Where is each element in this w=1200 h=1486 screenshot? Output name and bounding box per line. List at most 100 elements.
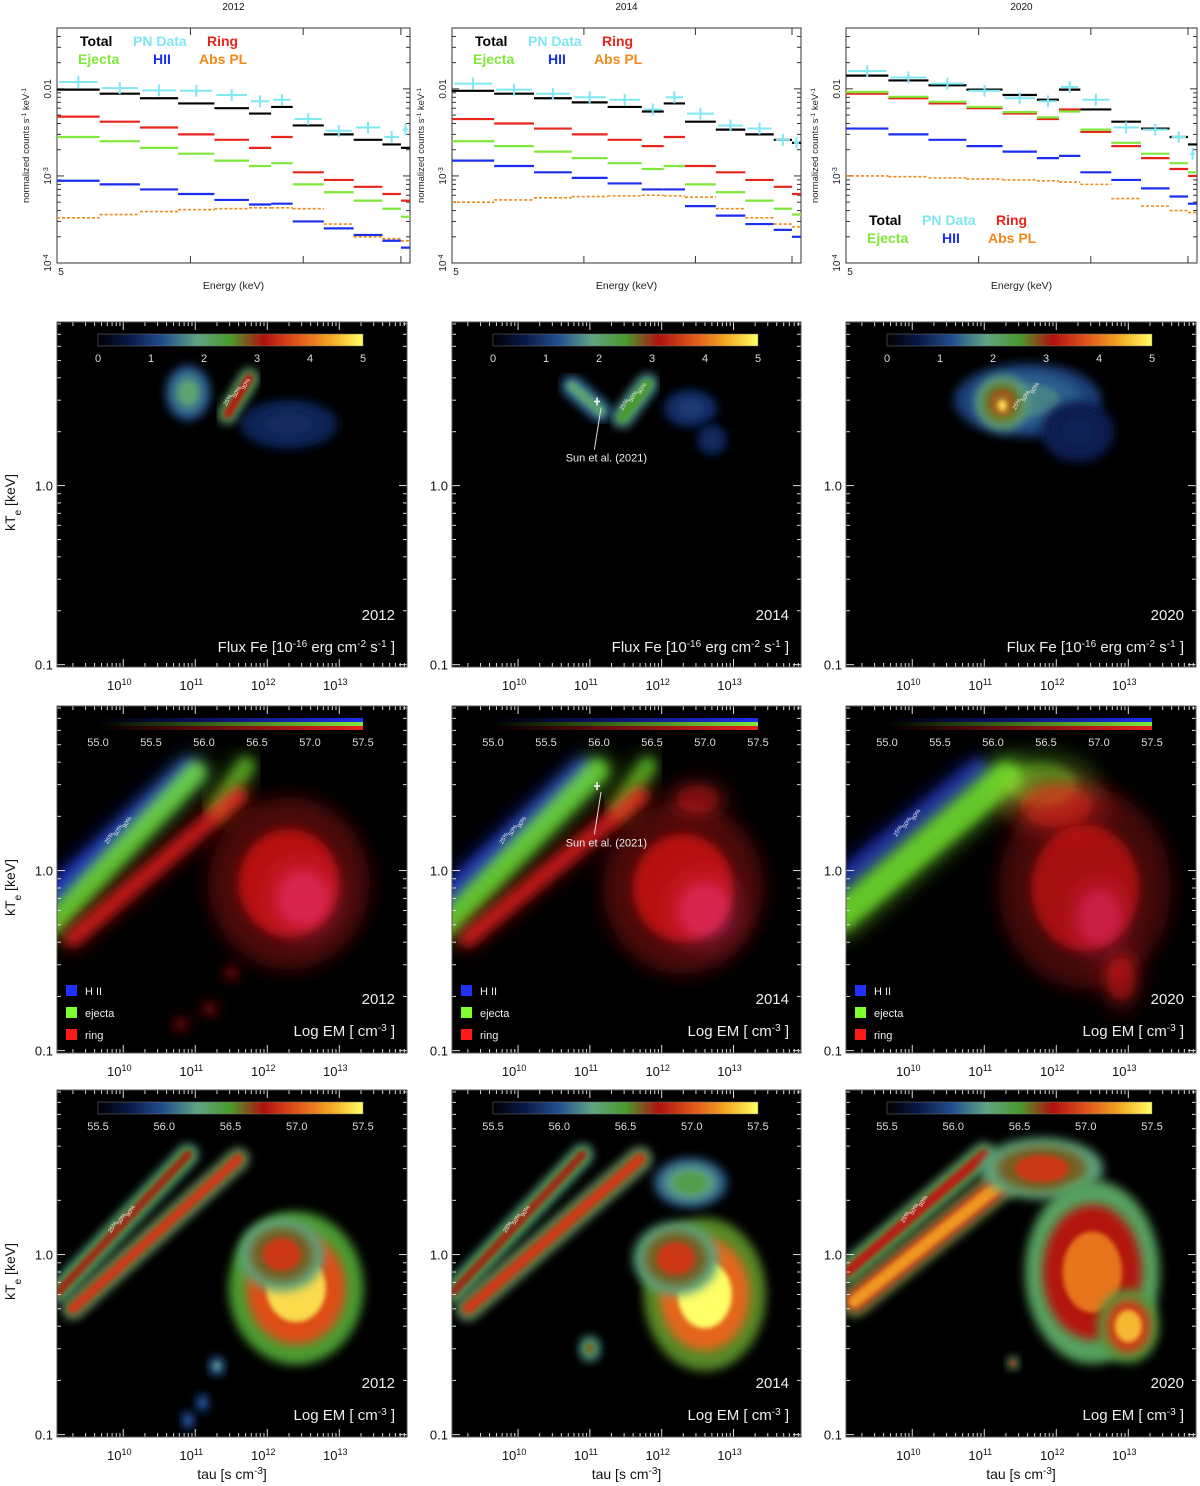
- contour-label: 50%: [902, 816, 914, 830]
- series-abs-pl: [452, 194, 801, 228]
- panel-title: 2014: [615, 2, 638, 13]
- colorbar-tick-label: 57.5: [352, 737, 373, 749]
- x-tick-base: 10: [502, 1064, 516, 1079]
- series-ejecta: [452, 140, 801, 216]
- axis-ticks: [846, 706, 1196, 1053]
- y-tick-label: 1.0: [430, 864, 448, 879]
- axis-ticks: [57, 1090, 407, 1437]
- plot-frame: [56, 1089, 408, 1438]
- y-tick-text: 10: [832, 260, 843, 272]
- y-tick-label: 10-4: [832, 254, 844, 271]
- colorbar-label-part: Flux Fe [10: [612, 639, 687, 656]
- x-tick-base: 10: [1040, 1448, 1054, 1463]
- x-tick-label: 1011: [574, 1447, 598, 1463]
- x-tick-label: 1012: [645, 677, 669, 693]
- x-tick-label: 1010: [502, 677, 526, 693]
- x-tick-base: 10: [574, 1448, 588, 1463]
- colorbar-tick-label: 55.0: [482, 737, 503, 749]
- colorbar-label-part: ]: [387, 639, 395, 656]
- x-tick-label: 1013: [717, 1447, 741, 1463]
- x-tick-exp: 11: [194, 677, 203, 687]
- y-axis-label-part: normalized counts s: [810, 118, 821, 203]
- colorbar-tick-label: 57.0: [286, 1121, 307, 1133]
- colorbar-label-part: s: [760, 639, 772, 656]
- heatmap-blob: [1077, 890, 1122, 945]
- heatmap-band: [68, 1154, 243, 1314]
- heatmap-blob: [676, 784, 720, 814]
- colorbar-label-part: ]: [1176, 1407, 1184, 1424]
- x-axis-label-main: tau [s cm: [197, 1466, 254, 1482]
- x-tick-exp: 11: [983, 1063, 992, 1073]
- x-tick-exp: 11: [194, 1447, 203, 1457]
- x-tick-label: 1010: [107, 1063, 131, 1079]
- contour-label: 50%: [512, 1212, 524, 1226]
- x-tick-base: 10: [179, 678, 193, 693]
- x-tick-base: 10: [968, 678, 982, 693]
- y-axis-label-part: normalized counts s: [416, 118, 427, 203]
- plus-marker-icon: [594, 397, 601, 406]
- colorbar-tick-label: 2: [596, 353, 602, 365]
- y-axis-label: kTe [keV]: [2, 474, 24, 531]
- y-axis-label-part: -1: [416, 112, 423, 118]
- x-tick-label: 5: [847, 267, 853, 278]
- contour-label: 90%: [126, 1204, 138, 1218]
- y-tick-label: 0.1: [35, 1428, 53, 1443]
- colorbar-tick-label: 57.5: [1141, 737, 1162, 749]
- colorbar-label-part: ]: [781, 1407, 789, 1424]
- contour-label: 50%: [628, 390, 640, 404]
- y-axis-label-part: normalized counts s: [21, 118, 32, 203]
- colorbar-label-part: ]: [781, 639, 789, 656]
- x-tick-label: 1013: [323, 677, 347, 693]
- heatmap-band: [846, 762, 1021, 931]
- legend-label: H II: [85, 986, 102, 998]
- x-tick-base: 10: [717, 678, 731, 693]
- y-tick-text: 0.01: [438, 79, 449, 99]
- colorbar-tick-label: 1: [148, 353, 154, 365]
- series-hii: [57, 179, 410, 249]
- x-tick-exp: 13: [732, 1447, 742, 1457]
- colorbar-tick-label: 55.5: [140, 737, 161, 749]
- y-axis-label: kTe [keV]: [2, 1243, 24, 1300]
- x-tick-label: 1013: [1112, 1063, 1136, 1079]
- x-tick-base: 10: [1112, 1064, 1126, 1079]
- contour-label: 90%: [517, 815, 529, 829]
- plot-background: [452, 322, 801, 667]
- x-tick-exp: 12: [660, 677, 670, 687]
- y-tick-label: 0.1: [35, 658, 53, 673]
- legend-entry: Total: [80, 33, 112, 49]
- legend-entry: PN Data: [528, 33, 582, 49]
- heatmap-image: [452, 1144, 766, 1372]
- axis-ticks: [452, 322, 801, 667]
- legend-swatch: [66, 985, 77, 996]
- x-axis-label-rest: ]: [263, 1466, 267, 1482]
- heatmap-blob: [267, 413, 311, 436]
- colorbar-tick-label: 2: [201, 353, 207, 365]
- x-tick-base: 10: [251, 1448, 265, 1463]
- heatmap-blob: [175, 1018, 187, 1030]
- colorbar-tick-label: 56.0: [943, 1121, 964, 1133]
- heatmap-band: [617, 379, 652, 422]
- heatmap-image: [57, 1144, 364, 1430]
- legend-label: ring: [480, 1030, 498, 1042]
- x-axis-label-sup: -3: [254, 1466, 263, 1477]
- colorbar-tick-label: 55.5: [535, 737, 556, 749]
- x-tick-exp: 10: [516, 1063, 526, 1073]
- x-tick-label: 1012: [645, 1447, 669, 1463]
- x-tick-label: 1012: [251, 1063, 275, 1079]
- colorbar-tick-label: 56.0: [982, 737, 1003, 749]
- heatmap-blob: [225, 967, 238, 979]
- x-tick-base: 10: [107, 678, 121, 693]
- colorbar-tick-label: 55.0: [87, 737, 108, 749]
- series-abs-pl: [846, 175, 1197, 214]
- legend-label: ejecta: [85, 1008, 115, 1020]
- heatmap-image: [954, 363, 1115, 463]
- x-tick-label: 1011: [574, 1063, 598, 1079]
- colorbar-channel: [98, 718, 363, 722]
- x-axis-label-rest: ]: [1052, 1466, 1056, 1482]
- legend-label: ring: [85, 1030, 103, 1042]
- y-axis-label-rest: [keV]: [2, 1243, 18, 1279]
- heatmap-image: [452, 751, 764, 975]
- x-tick-label: 1010: [502, 1063, 526, 1079]
